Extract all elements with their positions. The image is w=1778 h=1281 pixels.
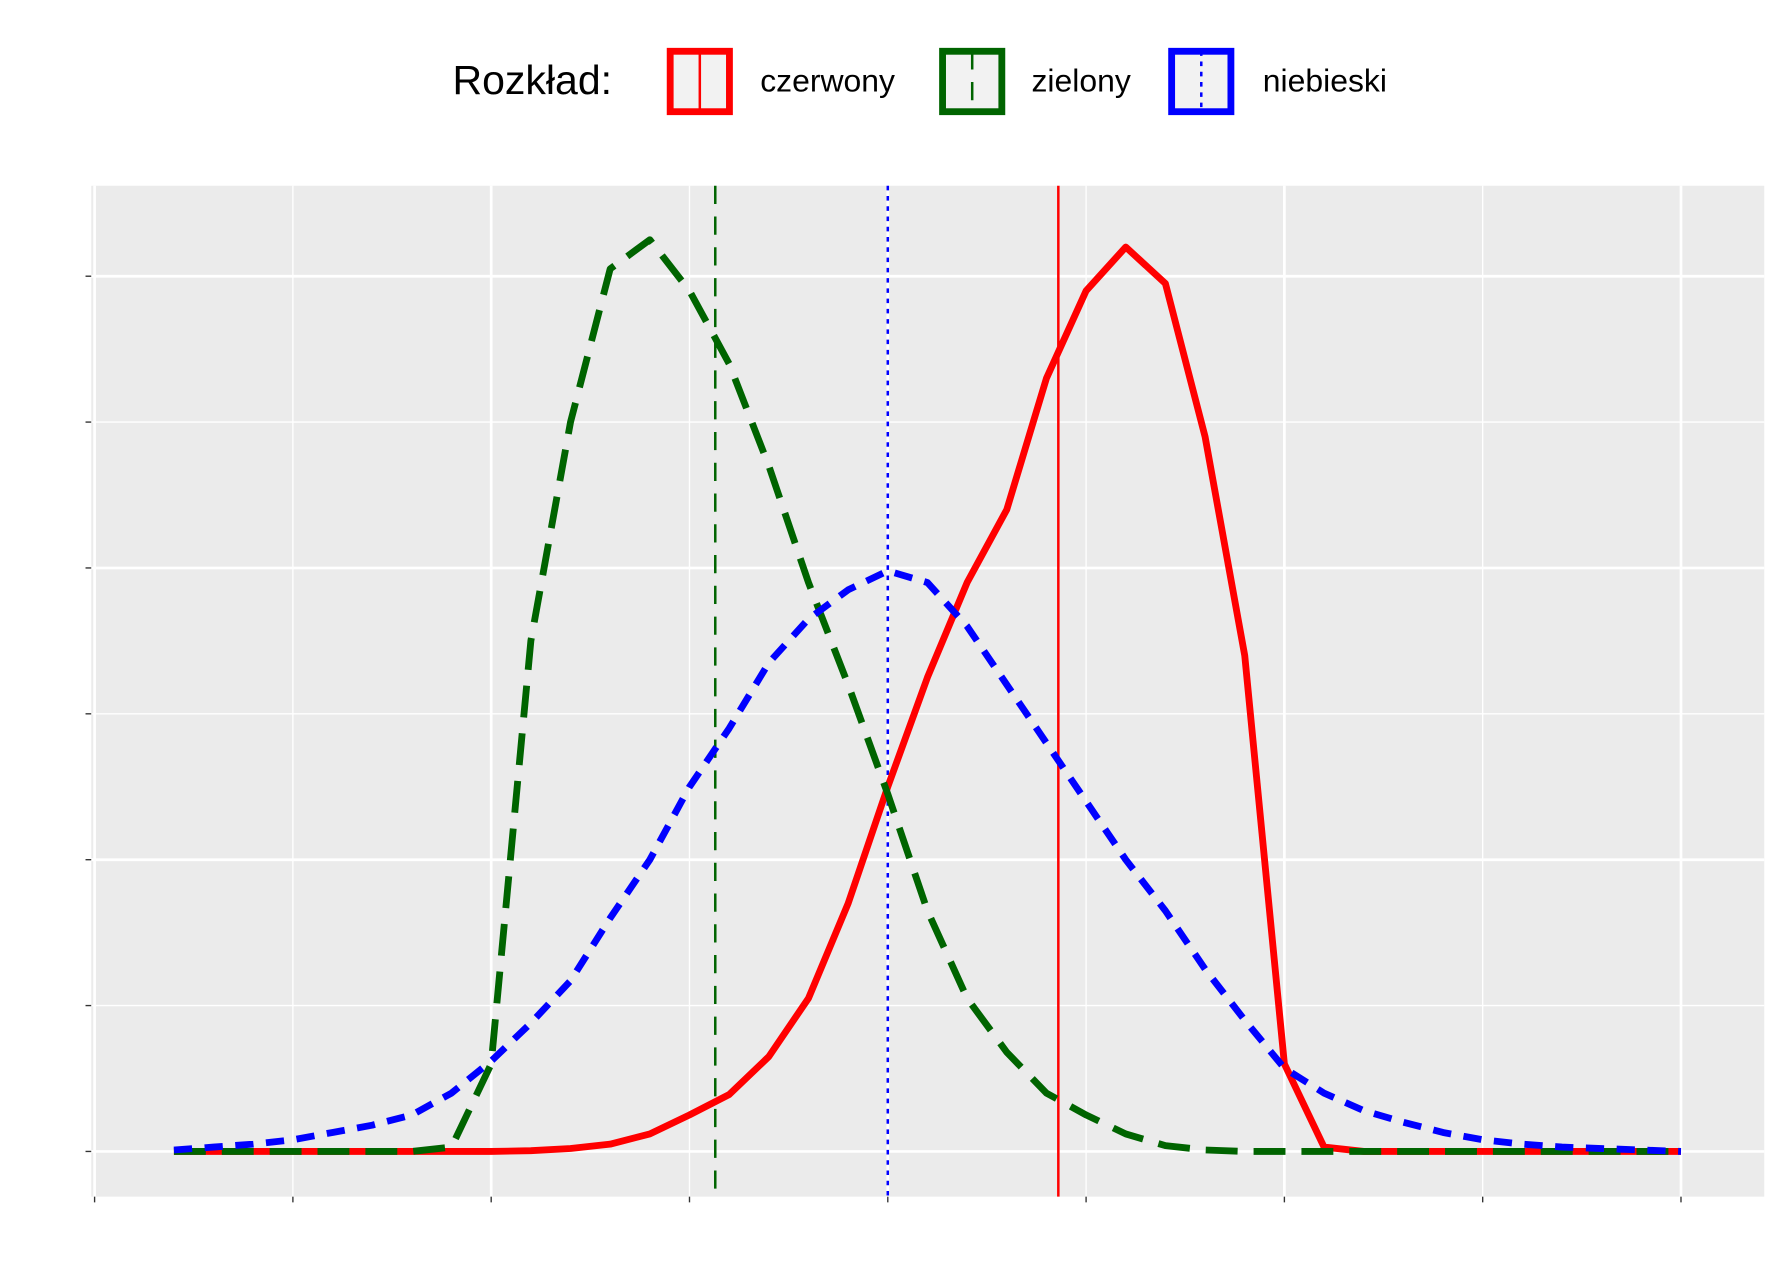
- legend-key: [1168, 47, 1235, 116]
- legend-label: zielony: [1031, 63, 1130, 99]
- legend-label: czerwony: [760, 63, 895, 99]
- legend-title: Rozkład:: [453, 57, 613, 103]
- density-line: [173, 236, 1681, 1155]
- density-line: [173, 567, 1682, 1155]
- legend-label: niebieski: [1263, 63, 1387, 99]
- plot-panel: [91, 185, 1765, 1197]
